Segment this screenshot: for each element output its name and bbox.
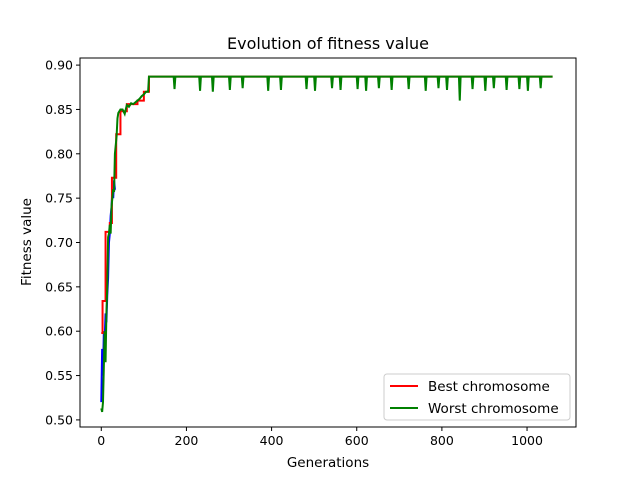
x-tick-label: 1000 <box>511 433 543 448</box>
x-tick-label: 0 <box>97 433 105 448</box>
legend-entry: Best chromosome <box>428 379 550 395</box>
y-axis: 0.50 0.55 0.60 0.65 0.70 0.75 0.80 0.85 0.90 <box>45 58 80 427</box>
y-tick-label: 0.60 <box>45 324 73 339</box>
legend-box <box>383 373 571 421</box>
y-tick-label: 0.55 <box>45 368 73 383</box>
legend-entry: Worst chromosome <box>428 401 559 417</box>
x-tick-label: 400 <box>260 433 284 448</box>
y-tick-label: 0.80 <box>45 146 73 161</box>
series-line-worst-chromosome <box>100 75 553 413</box>
y-tick-label: 0.90 <box>45 58 73 73</box>
y-tick-label: 0.65 <box>45 279 73 294</box>
x-tick-label: 600 <box>345 433 369 448</box>
chart-title: Evolution of fitness value <box>227 34 429 53</box>
y-tick-label: 0.70 <box>45 235 73 250</box>
y-tick-label: 0.85 <box>45 102 73 117</box>
x-axis-label: Generations <box>287 455 369 471</box>
y-axis-label: Fitness value <box>19 198 35 286</box>
series-layer <box>100 75 553 413</box>
y-tick-label: 0.75 <box>45 191 73 206</box>
x-tick-label: 200 <box>175 433 199 448</box>
x-axis: 0 200 400 600 800 1000 <box>97 427 543 448</box>
y-tick-label: 0.50 <box>45 412 73 427</box>
x-tick-label: 800 <box>430 433 454 448</box>
legend: Best chromosome Worst chromosome <box>383 373 571 421</box>
